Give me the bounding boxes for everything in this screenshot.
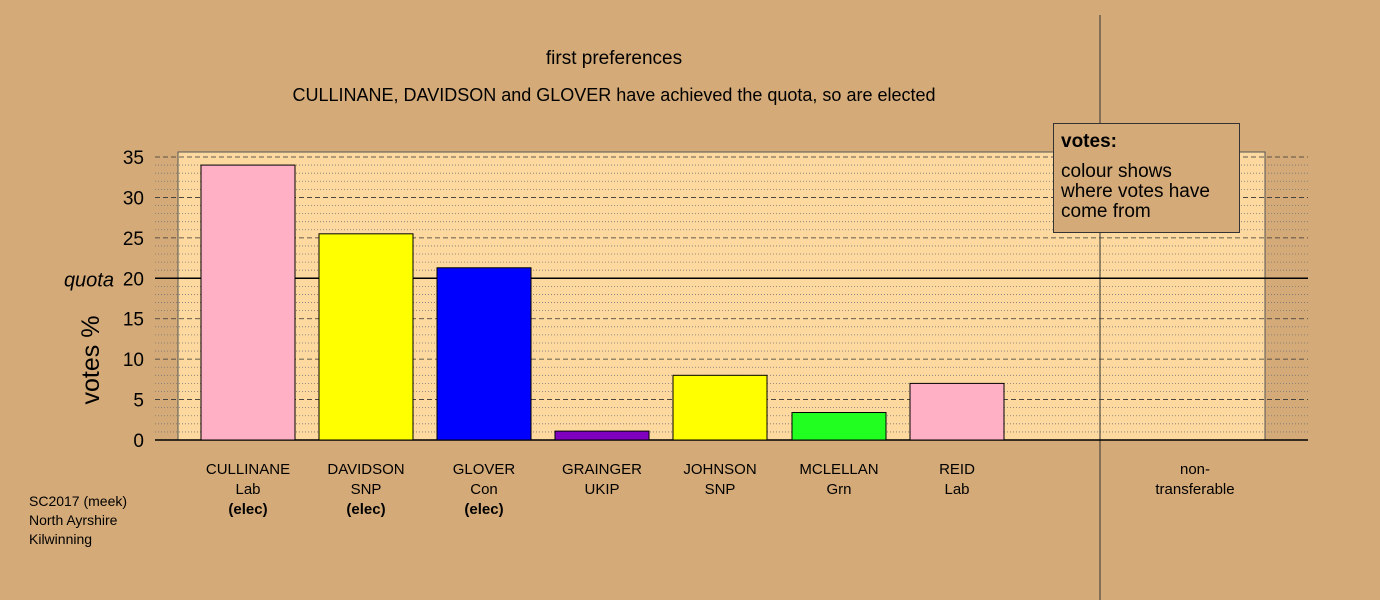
bar: [672, 374, 768, 441]
y-tick-label: 5: [133, 391, 144, 412]
bar: [436, 267, 532, 441]
legend: votes: colour shows where votes have com…: [1053, 123, 1240, 233]
bar: [318, 233, 414, 441]
x-tick-label: JOHNSON SNP: [665, 460, 775, 500]
source-line: North Ayrshire: [29, 512, 118, 528]
party: UKIP: [584, 481, 620, 498]
bar: [791, 412, 887, 441]
candidate-name: JOHNSON: [683, 461, 757, 478]
source-line: Kilwinning: [29, 531, 93, 547]
party: Lab: [235, 481, 261, 498]
party: Grn: [826, 481, 852, 498]
party: SNP: [350, 481, 382, 498]
y-tick-label: 0: [133, 431, 144, 452]
bar: [200, 164, 296, 441]
y-tick-label: 15: [123, 310, 144, 331]
quota-label: quota: [64, 269, 114, 291]
candidate-name: GRAINGER: [561, 461, 642, 478]
y-tick-label: 25: [123, 229, 144, 250]
elected-note: (elec): [228, 501, 268, 518]
y-tick-label: 35: [123, 148, 144, 169]
source-line: SC2017 (meek): [29, 493, 128, 509]
elected-note: (elec): [346, 501, 386, 518]
party: Con: [470, 481, 498, 498]
y-tick-label: 10: [123, 350, 144, 371]
elected-note: (elec): [464, 501, 504, 518]
candidate-name: MCLELLAN: [799, 461, 879, 478]
y-tick-label: 20: [123, 269, 144, 290]
candidate-name: non-transferable: [1155, 461, 1235, 498]
y-axis-label: votes %: [77, 316, 105, 405]
candidate-name: CULLINANE: [205, 461, 291, 478]
bar: [909, 382, 1005, 441]
candidate-name: GLOVER: [452, 461, 516, 478]
source: SC2017 (meek) North Ayrshire Kilwinning: [29, 492, 127, 549]
x-tick-label: GRAINGER UKIP: [547, 460, 657, 500]
chart-subtitle: CULLINANE, DAVIDSON and GLOVER have achi…: [293, 85, 936, 105]
bar: [554, 430, 650, 441]
x-tick-label: non-transferable: [1145, 460, 1245, 500]
candidate-name: DAVIDSON: [327, 461, 405, 478]
party: SNP: [704, 481, 736, 498]
x-tick-label: MCLELLAN Grn: [784, 460, 894, 500]
x-tick-label: DAVIDSON SNP (elec): [311, 460, 421, 520]
x-tick-label: REID Lab: [902, 460, 1012, 500]
party: Lab: [944, 481, 970, 498]
y-tick-label: 30: [123, 188, 144, 209]
x-tick-label: CULLINANE Lab (elec): [193, 460, 303, 520]
legend-title: votes:: [1061, 131, 1117, 152]
legend-text: colour shows where votes have come from: [1061, 161, 1210, 222]
candidate-name: REID: [939, 461, 975, 478]
chart-title: first preferences: [546, 48, 682, 69]
x-tick-label: GLOVER Con (elec): [429, 460, 539, 520]
